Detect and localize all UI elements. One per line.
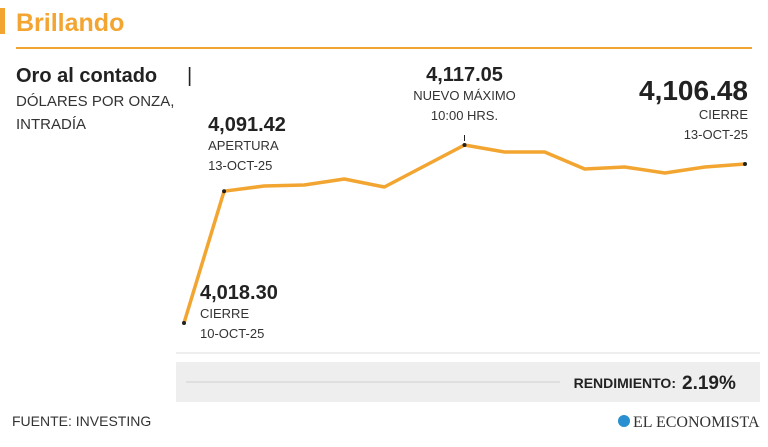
performance-value: 2.19% — [682, 373, 736, 394]
performance-label: RENDIMIENTO: — [574, 375, 676, 391]
note: APERTURA — [208, 138, 279, 153]
subtitle: DÓLARES POR ONZA, — [16, 93, 174, 110]
brand: EL ECONOMISTA — [633, 414, 760, 431]
note: 10:00 HRS. — [431, 108, 498, 123]
point — [462, 143, 467, 147]
point — [743, 162, 747, 167]
value-label: 4,106.48 — [639, 75, 748, 106]
note: 13-OCT-25 — [684, 127, 748, 142]
point — [182, 321, 186, 325]
value-label: 4,117.05 — [426, 64, 503, 86]
note: 10-OCT-25 — [200, 326, 264, 341]
value-label: 4,091.42 — [208, 114, 286, 136]
source: FUENTE: INVESTING — [12, 413, 151, 429]
value-label: 4,018.30 — [200, 282, 278, 304]
separator: | — [187, 65, 192, 87]
note: CIERRE — [200, 306, 249, 321]
note: NUEVO MÁXIMO — [413, 88, 516, 103]
chart-title: Oro al contado — [16, 65, 157, 87]
note: 13-OCT-25 — [208, 158, 272, 173]
point — [222, 189, 227, 194]
note: CIERRE — [699, 107, 748, 122]
subtitle: INTRADÍA — [16, 116, 86, 133]
header: Brillando — [16, 9, 124, 37]
header-marker — [0, 8, 5, 34]
brand-logo — [618, 415, 630, 427]
